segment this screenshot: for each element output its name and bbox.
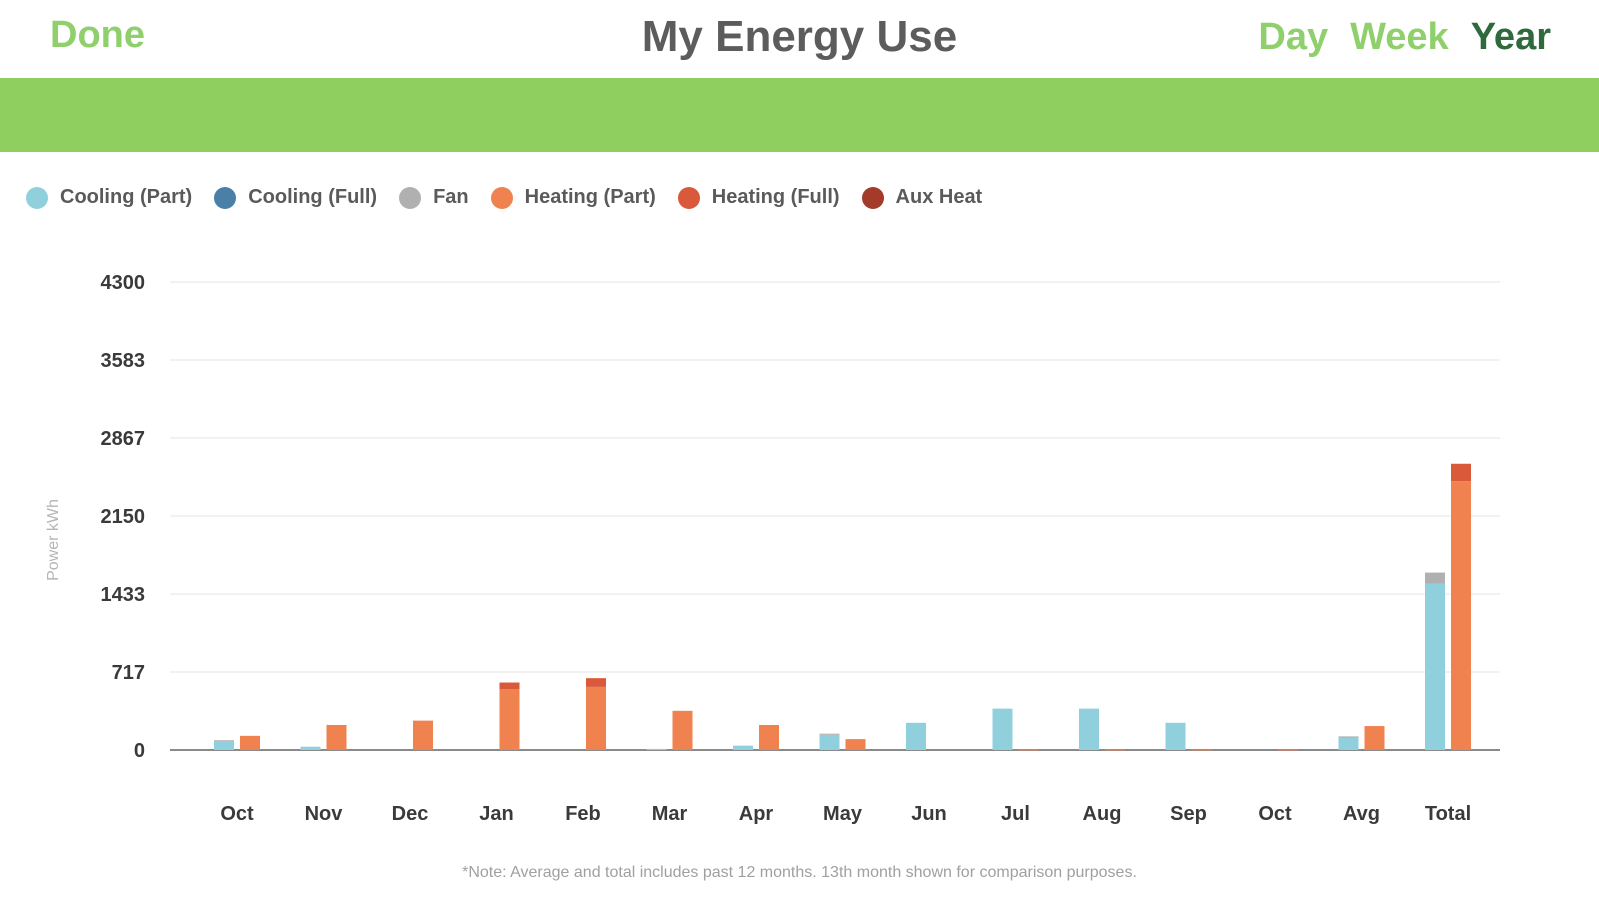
- time-range-tabs: Day Week Year: [1258, 16, 1551, 59]
- x-tick-label: May: [823, 803, 863, 825]
- bar-heating-part-jul: [1018, 749, 1039, 751]
- bar-heating-part-sep: [1191, 749, 1212, 751]
- heating-part-swatch-icon: [490, 186, 513, 209]
- bar-cooling-part-oct: [214, 741, 234, 750]
- bar-heating-part-jan: [499, 689, 520, 750]
- x-tick-label: Aug: [1083, 803, 1122, 825]
- legend-item-aux-heat: Aux Heat: [861, 186, 983, 209]
- x-tick-label: Avg: [1343, 803, 1380, 825]
- bar-heating-part-apr: [759, 724, 779, 750]
- y-tick-label: 2867: [101, 428, 146, 450]
- bar-heating-part-avg: [1364, 726, 1385, 750]
- x-tick-label: Mar: [652, 803, 688, 825]
- aux-heat-swatch-icon: [861, 186, 884, 209]
- legend-label: Aux Heat: [895, 186, 983, 208]
- legend-label: Cooling (Full): [248, 186, 378, 208]
- bar-cooling-part-may: [819, 734, 840, 750]
- bar-fan-oct: [214, 740, 234, 742]
- x-tick-label: Dec: [392, 803, 429, 825]
- cooling-full-swatch-icon: [214, 186, 237, 209]
- y-tick-label: 4300: [101, 272, 146, 294]
- bar-heating-part-dec: [413, 720, 433, 750]
- legend-item-heating-part: Heating (Part): [490, 186, 656, 209]
- header-accent-band: [0, 78, 1599, 152]
- bar-cooling-part-total: [1425, 583, 1445, 750]
- y-tick-label: 0: [134, 740, 145, 762]
- x-tick-label: Feb: [565, 803, 601, 825]
- bar-cooling-part-aug: [1079, 708, 1099, 750]
- bar-cooling-part-nov: [300, 746, 321, 750]
- bar-cooling-part-mar: [646, 748, 667, 750]
- chart-legend: Cooling (Part) Cooling (Full) Fan Heatin…: [26, 186, 982, 209]
- bar-heating-part-nov: [326, 724, 347, 750]
- x-tick-label: Nov: [305, 803, 344, 825]
- legend-item-fan: Fan: [399, 186, 469, 209]
- bar-heating-part-aug: [1105, 749, 1125, 751]
- bar-heating-part-mar: [672, 710, 693, 750]
- bar-heating-part-total: [1451, 481, 1471, 750]
- y-tick-label: 2150: [101, 506, 146, 528]
- bar-heating-part-oct: [240, 735, 260, 750]
- bar-heating-part-may: [845, 739, 866, 750]
- legend-label: Heating (Part): [524, 186, 656, 208]
- energy-bar-chart: 4300 3583 2867 2150 1433 717 0 Power kWh Oct Nov D…: [45, 272, 1500, 825]
- x-tick-label: Jun: [911, 803, 947, 825]
- x-tick-label: Total: [1425, 803, 1471, 825]
- bar-cooling-part-sep: [1165, 722, 1186, 750]
- top-navigation-bar: Done My Energy Use Day Week Year: [0, 0, 1599, 78]
- page-title: My Energy Use: [641, 12, 958, 61]
- fan-swatch-icon: [399, 186, 422, 209]
- y-tick-label: 3583: [101, 350, 146, 372]
- bar-heating-full-feb: [586, 678, 606, 687]
- done-button[interactable]: Done: [50, 14, 145, 56]
- legend-label: Fan: [433, 186, 469, 208]
- legend-label: Cooling (Part): [60, 186, 193, 208]
- y-axis-label: Power kWh: [45, 499, 62, 581]
- cooling-part-swatch-icon: [26, 186, 48, 209]
- bar-heating-full-total: [1451, 463, 1471, 482]
- legend-item-cooling-part: Cooling (Part): [26, 186, 192, 209]
- bar-cooling-part-avg: [1338, 736, 1359, 750]
- bar-fan-may: [819, 733, 840, 735]
- chart-footnote: *Note: Average and total includes past 1…: [462, 864, 1137, 881]
- bar-heating-full-jan: [499, 682, 520, 690]
- x-tick-label: Jul: [1001, 803, 1030, 825]
- legend-item-cooling-full: Cooling (Full): [214, 186, 377, 209]
- x-tick-label: Oct: [220, 803, 254, 825]
- bar-fan-avg: [1338, 736, 1359, 738]
- legend-label: Heating (Full): [711, 186, 840, 208]
- bar-cooling-part-apr: [733, 745, 753, 750]
- bar-heating-part-oct: [1278, 749, 1298, 751]
- y-tick-label: 717: [112, 662, 145, 684]
- bar-cooling-part-jun: [906, 722, 926, 750]
- bar-cooling-part-jul: [992, 708, 1013, 750]
- x-tick-label: Apr: [739, 803, 774, 825]
- x-tick-label: Jan: [479, 803, 513, 825]
- x-tick-label: Sep: [1170, 803, 1207, 825]
- tab-week[interactable]: Week: [1350, 16, 1449, 58]
- x-tick-label: Oct: [1258, 803, 1292, 825]
- legend-item-heating-full: Heating (Full): [677, 186, 840, 209]
- tab-year[interactable]: Year: [1470, 16, 1551, 58]
- bar-heating-part-feb: [586, 686, 606, 750]
- y-tick-label: 1433: [101, 584, 146, 606]
- tab-day[interactable]: Day: [1258, 16, 1329, 58]
- heating-full-swatch-icon: [677, 186, 700, 209]
- bar-fan-total: [1425, 572, 1445, 584]
